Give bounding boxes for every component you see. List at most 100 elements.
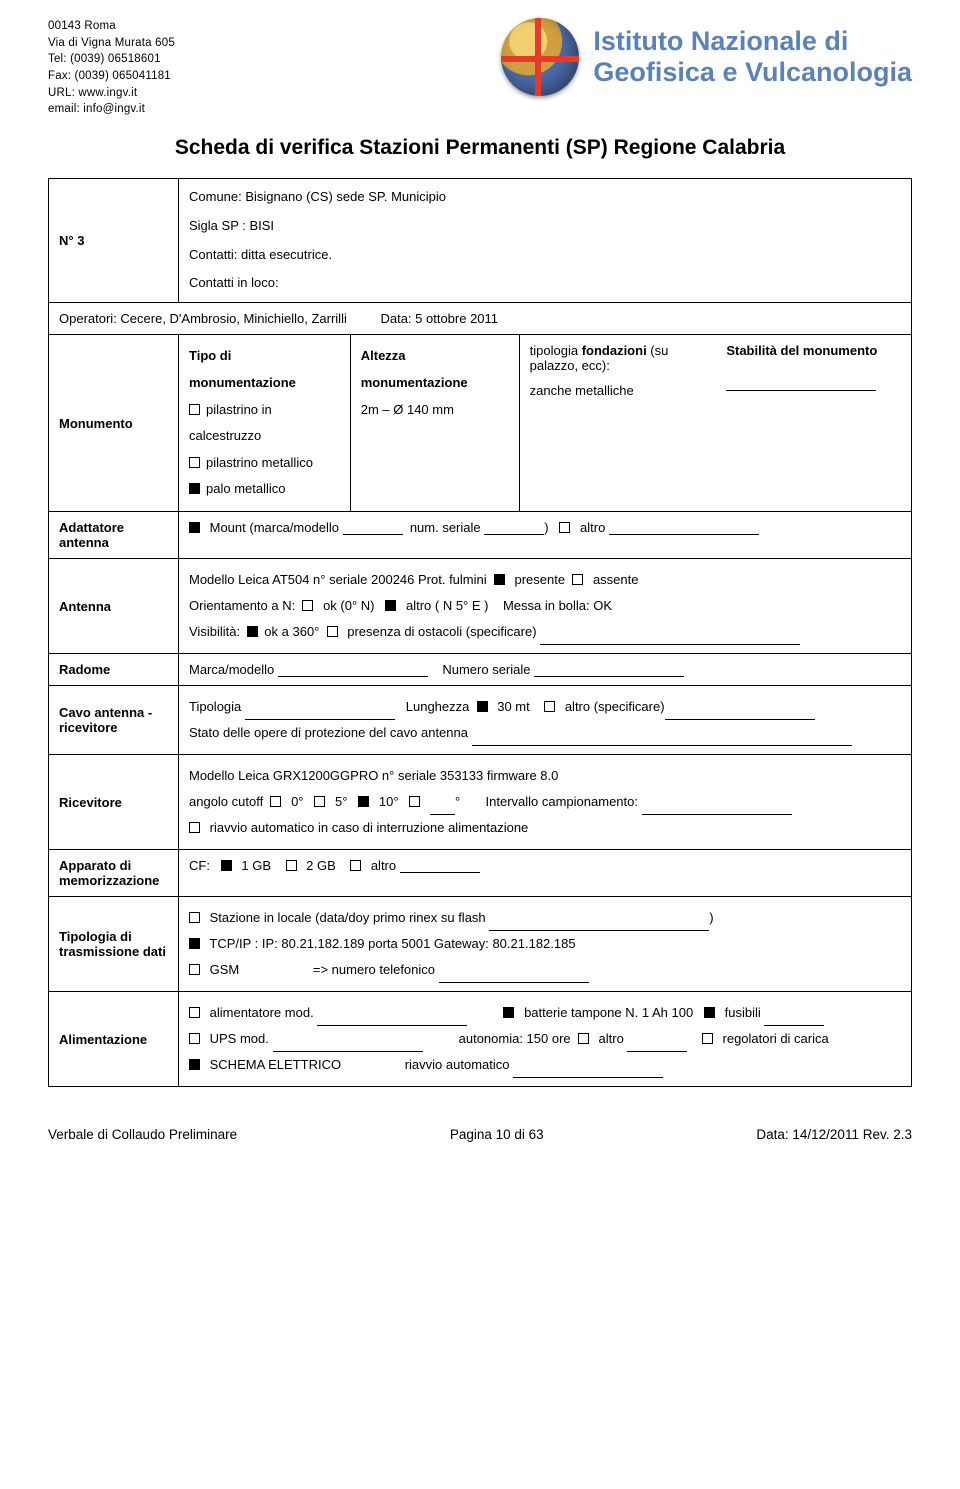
apparato-label: Apparato di memorizzazione — [49, 850, 179, 897]
contatti-loco-line: Contatti in loco: — [189, 273, 901, 294]
tipo-header: Tipo di monumentazione — [189, 343, 340, 396]
checkbox-icon[interactable] — [189, 938, 200, 949]
checkbox-icon[interactable] — [189, 404, 200, 415]
tipo-opt: palo metallico — [189, 476, 340, 503]
checkbox-icon[interactable] — [286, 860, 297, 871]
addr-line: URL: www.ingv.it — [48, 85, 175, 102]
cavo-cell: Tipologia Lunghezza 30 mt altro (specifi… — [179, 686, 912, 755]
checkbox-icon[interactable] — [702, 1033, 713, 1044]
checkbox-icon[interactable] — [189, 522, 200, 533]
comune-cell: Comune: Bisignano (CS) sede SP. Municipi… — [179, 179, 912, 303]
lung-text: Lunghezza — [406, 699, 470, 714]
checkbox-icon[interactable] — [189, 1007, 200, 1018]
sigla-line: Sigla SP : BISI — [189, 216, 901, 237]
checkbox-icon[interactable] — [189, 457, 200, 468]
card-number: N° 3 — [49, 179, 179, 303]
org-logo-icon — [501, 18, 579, 96]
checkbox-icon[interactable] — [385, 600, 396, 611]
v0-text: 0° — [291, 794, 303, 809]
altro-cavo-text: altro (specificare) — [565, 699, 665, 714]
monumento-fond-cell: tipologia fondazioni (su palazzo, ecc): … — [519, 335, 911, 512]
checkbox-icon[interactable] — [270, 796, 281, 807]
page-title: Scheda di verifica Stazioni Permanenti (… — [48, 136, 912, 160]
orient-text: Orientamento a N: — [189, 598, 295, 613]
checkbox-icon[interactable] — [189, 822, 200, 833]
ricevitore-label: Ricevitore — [49, 755, 179, 850]
ric-modello: Modello Leica GRX1200GGPRO n° seriale 35… — [189, 763, 901, 789]
g2-text: 2 GB — [306, 858, 336, 873]
checkbox-icon[interactable] — [189, 912, 200, 923]
tip-text: Tipologia — [189, 699, 241, 714]
org-line2: Geofisica e Vulcanologia — [593, 57, 912, 88]
assente-text: assente — [593, 572, 639, 587]
checkbox-icon[interactable] — [189, 483, 200, 494]
v5-text: 5° — [335, 794, 347, 809]
checkbox-icon[interactable] — [494, 574, 505, 585]
address-block: 00143 Roma Via di Vigna Murata 605 Tel: … — [48, 18, 175, 118]
footer-center: Pagina 10 di 63 — [450, 1127, 544, 1142]
gsm-text: GSM — [210, 962, 240, 977]
page-header: 00143 Roma Via di Vigna Murata 605 Tel: … — [48, 18, 912, 118]
checkbox-icon[interactable] — [358, 796, 369, 807]
monumento-alt-cell: Altezza monumentazione 2m – Ø 140 mm — [350, 335, 519, 512]
checkbox-icon[interactable] — [409, 796, 420, 807]
ok0-text: ok (0° N) — [323, 598, 374, 613]
batt-text: batterie tampone N. 1 Ah 100 — [524, 1005, 693, 1020]
operatori-cell: Operatori: Cecere, D'Ambrosio, Minichiel… — [49, 303, 912, 335]
footer-right: Data: 14/12/2011 Rev. 2.3 — [756, 1127, 912, 1142]
checkbox-icon[interactable] — [247, 626, 258, 637]
altro-alim-text: altro — [599, 1031, 624, 1046]
checkbox-icon[interactable] — [314, 796, 325, 807]
alt-label: Altezza monumentazione — [361, 343, 509, 396]
schema-text: SCHEMA ELETTRICO — [210, 1057, 341, 1072]
num-text: Numero seriale — [442, 662, 530, 677]
checkbox-icon[interactable] — [578, 1033, 589, 1044]
trasm-label: Tipologia di trasmissione dati — [49, 897, 179, 992]
mod-text: alimentatore mod. — [210, 1005, 314, 1020]
stazione-text: Stazione in locale (data/doy primo rinex… — [210, 910, 486, 925]
monumento-label: Monumento — [49, 335, 179, 512]
org-name: Istituto Nazionale di Geofisica e Vulcan… — [593, 26, 912, 88]
zanche-text: zanche metalliche — [530, 383, 705, 398]
checkbox-icon[interactable] — [559, 522, 570, 533]
ostacoli-text: presenza di ostacoli (specificare) — [347, 624, 536, 639]
alim-cell: alimentatore mod. batterie tampone N. 1 … — [179, 992, 912, 1087]
checkbox-icon[interactable] — [189, 1059, 200, 1070]
cutoff-text: angolo cutoff — [189, 794, 263, 809]
tipo-opt: pilastrino in calcestruzzo — [189, 397, 340, 450]
antenna-cell: Modello Leica AT504 n° seriale 200246 Pr… — [179, 559, 912, 654]
checkbox-icon[interactable] — [477, 701, 488, 712]
alt-val: 2m – Ø 140 mm — [361, 397, 509, 424]
checkbox-icon[interactable] — [189, 1033, 200, 1044]
antenna-modello: Modello Leica AT504 n° seriale 200246 Pr… — [189, 572, 487, 587]
radome-label: Radome — [49, 654, 179, 686]
checkbox-icon[interactable] — [704, 1007, 715, 1018]
auto-text: autonomia: 150 ore — [459, 1031, 571, 1046]
radome-cell: Marca/modello Numero seriale — [179, 654, 912, 686]
page-footer: Verbale di Collaudo Preliminare Pagina 1… — [48, 1127, 912, 1142]
altro-text: altro — [580, 520, 605, 535]
checkbox-icon[interactable] — [572, 574, 583, 585]
ok360-text: ok a 360° — [264, 624, 319, 639]
tcp-text: TCP/IP : IP: 80.21.182.189 porta 5001 Ga… — [209, 936, 575, 951]
reg-text: regolatori di carica — [723, 1031, 829, 1046]
checkbox-icon[interactable] — [350, 860, 361, 871]
checkbox-icon[interactable] — [302, 600, 313, 611]
addr-line: Via di Vigna Murata 605 — [48, 35, 175, 52]
checkbox-icon[interactable] — [327, 626, 338, 637]
org-line1: Istituto Nazionale di — [593, 26, 912, 57]
bolla-text: Messa in bolla: OK — [503, 598, 612, 613]
data-op-text: Data: 5 ottobre 2011 — [380, 311, 498, 326]
checkbox-icon[interactable] — [544, 701, 555, 712]
checkbox-icon[interactable] — [503, 1007, 514, 1018]
org-block: Istituto Nazionale di Geofisica e Vulcan… — [501, 18, 912, 96]
stato-text: Stato delle opere di protezione del cavo… — [189, 725, 468, 740]
adattatore-cell: Mount (marca/modello num. seriale ) altr… — [179, 512, 912, 559]
mt-text: 30 mt — [497, 699, 530, 714]
footer-left: Verbale di Collaudo Preliminare — [48, 1127, 237, 1142]
checkbox-icon[interactable] — [221, 860, 232, 871]
v10-text: 10° — [379, 794, 399, 809]
vis-text: Visibilità: — [189, 624, 240, 639]
apparato-cell: CF: 1 GB 2 GB altro — [179, 850, 912, 897]
checkbox-icon[interactable] — [189, 964, 200, 975]
